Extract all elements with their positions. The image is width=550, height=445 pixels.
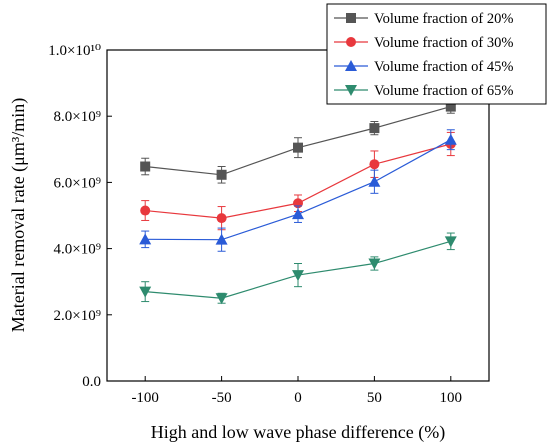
data-point [445,101,456,112]
x-tick-label: -100 [131,390,159,406]
data-point [139,286,152,298]
legend-box [326,3,547,105]
x-tick-label: 0 [294,390,302,406]
legend-label: Volume fraction of 20% [374,11,513,27]
data-point [293,142,303,153]
y-axis: 0.0 2.0×10⁹ 4.0×10⁹ 6.0×10⁹ 8.0×10⁹ 1.0×10¹⁰ [48,43,112,390]
legend-label: Volume fraction of 30% [374,35,513,51]
legend: Volume fraction of 20% Volume fraction of… [326,3,547,105]
legend-entry: Volume fraction of 20% [334,11,513,27]
y-tick-label: 4.0×10⁹ [54,242,101,258]
legend-marker [346,37,356,47]
legend-marker [346,13,356,23]
y-tick-label: 2.0×10⁹ [54,308,101,324]
legend-label: Volume fraction of 65% [374,83,513,99]
legend-items: Volume fraction of 20% Volume fraction of… [334,11,513,99]
data-point [368,258,381,270]
data-point [444,133,457,145]
data-point [140,161,151,172]
data-point [215,233,228,245]
legend-label: Volume fraction of 45% [374,59,513,75]
data-point [369,123,380,134]
legend-entry: Volume fraction of 45% [334,59,513,75]
y-tick-label: 1.0×10¹⁰ [48,43,101,59]
x-tick-label: 100 [440,390,463,406]
data-point [292,270,304,282]
y-tick-label: 8.0×10⁹ [54,109,101,125]
legend-entry: Volume fraction of 30% [334,35,513,51]
x-axis: -100 -50 0 50 100 [131,376,462,406]
y-axis-title: Material removal rate (μm³/min) [8,98,29,332]
data-point [444,236,457,248]
series-3 [139,129,457,252]
data-point [369,159,380,170]
legend-marker [345,85,357,96]
data-point [216,213,227,224]
legend-entry: Volume fraction of 65% [334,83,513,99]
series-1 [140,99,456,184]
data-point [292,208,304,220]
data-point [368,175,381,187]
x-tick-label: -50 [212,390,232,406]
data-point [215,293,228,305]
series-layer [139,99,457,305]
x-axis-title: High and low wave phase difference (%) [151,422,446,443]
y-tick-label: 0.0 [82,374,101,390]
data-point [216,169,227,180]
data-point [139,233,152,245]
y-tick-label: 6.0×10⁹ [54,175,101,191]
legend-marker [345,60,357,71]
data-point [140,205,151,216]
series-4 [139,232,457,305]
x-tick-label: 50 [367,390,382,406]
